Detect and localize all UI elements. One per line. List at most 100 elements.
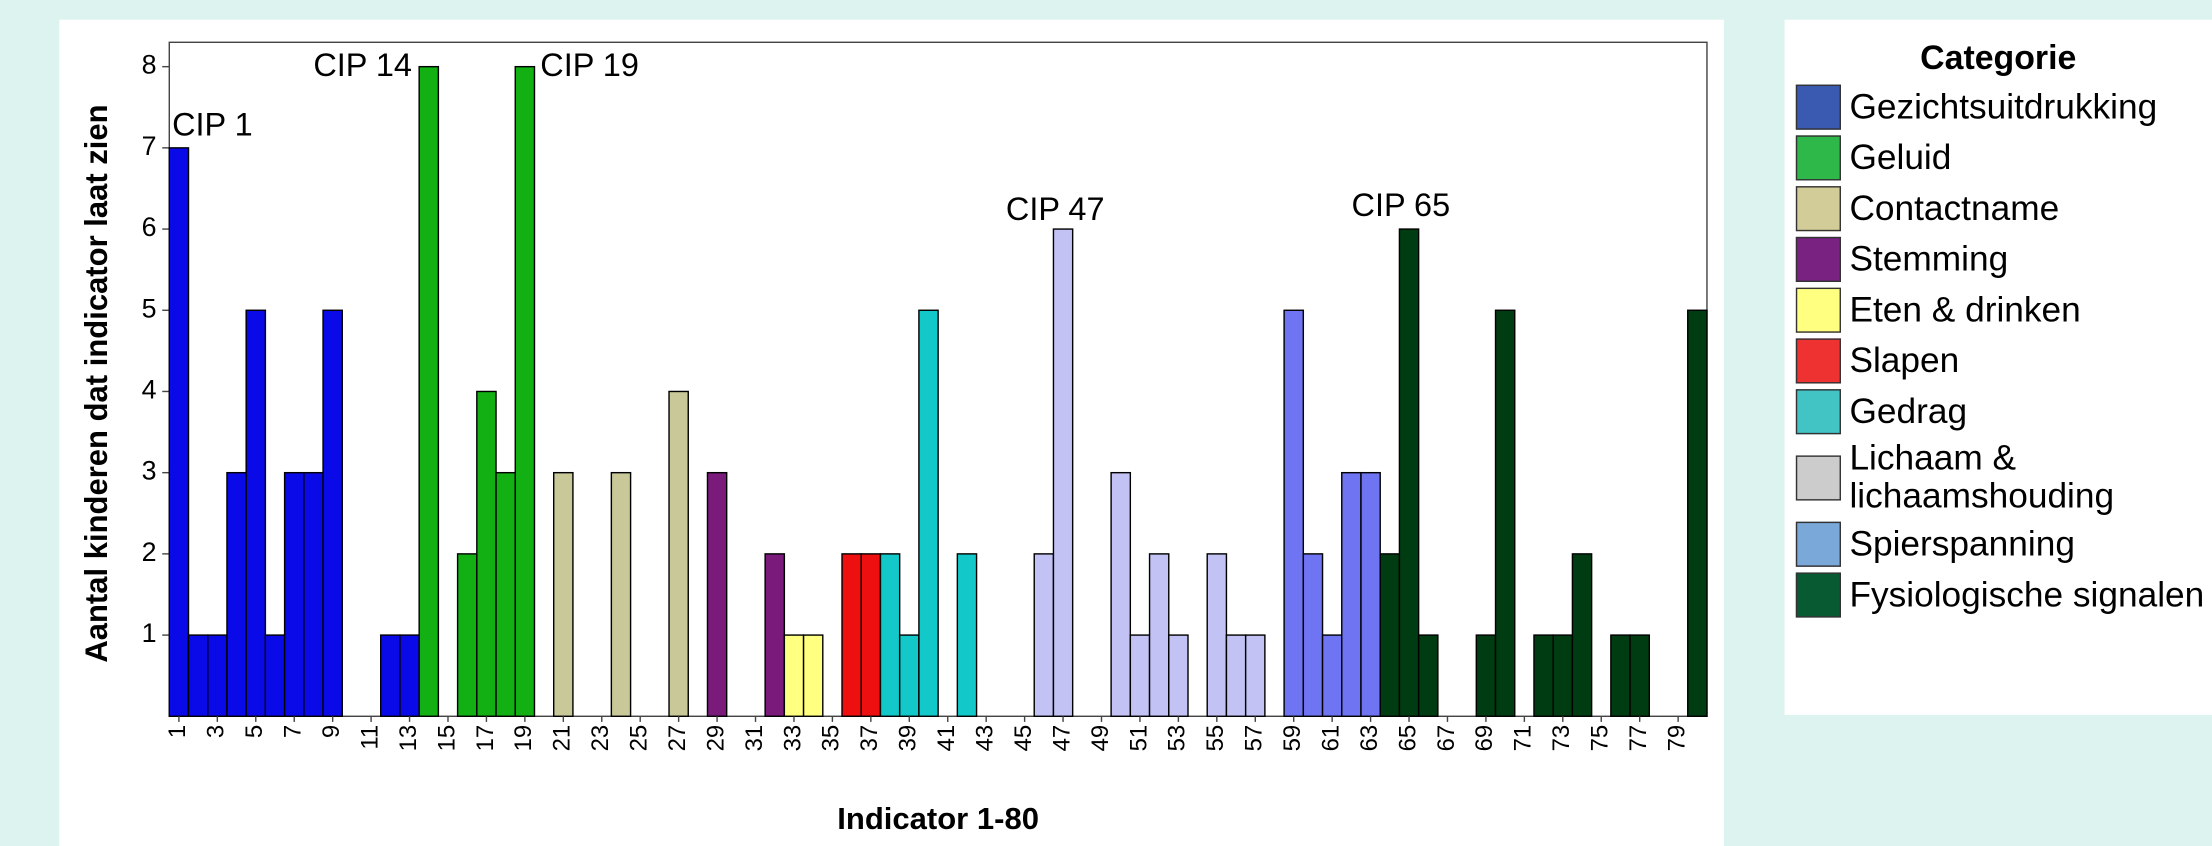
x-tick-label: 19 — [510, 725, 537, 752]
x-tick-label: 57 — [1241, 725, 1268, 752]
bar — [764, 553, 786, 717]
legend-swatch — [1795, 338, 1841, 384]
legend-label: Contactname — [1849, 188, 2060, 228]
bar — [1533, 634, 1554, 717]
bar — [706, 471, 728, 717]
x-tick-label: 77 — [1625, 725, 1652, 752]
x-tick-label: 41 — [933, 725, 960, 752]
bar — [879, 553, 901, 717]
x-tick-label: 51 — [1125, 725, 1152, 752]
x-tick-label: 47 — [1048, 725, 1075, 752]
annotation: CIP 65 — [1352, 187, 1451, 223]
legend-swatch — [1795, 84, 1841, 130]
legend-item: Fysiologische signalen — [1795, 572, 2212, 618]
x-tick-label: 5 — [241, 725, 268, 738]
x-tick-label: 37 — [856, 725, 883, 752]
bar — [1168, 634, 1189, 717]
annotation: CIP 47 — [1006, 191, 1105, 227]
bar — [187, 634, 209, 717]
x-tick-label: 73 — [1548, 725, 1575, 752]
bar — [476, 390, 497, 717]
x-tick-label: 11 — [356, 725, 383, 750]
bar — [668, 390, 689, 717]
legend-label: Fysiologische signalen — [1849, 574, 2205, 615]
legend-item: Gezichtsuitdrukking — [1795, 84, 2212, 130]
bar — [1494, 309, 1516, 717]
legend-swatch — [1795, 572, 1841, 618]
legend-label: Spierspanning — [1849, 523, 2075, 564]
bar — [1148, 553, 1170, 717]
y-tick-label: 6 — [142, 212, 157, 242]
bar — [418, 65, 440, 717]
x-tick-label: 43 — [971, 725, 998, 752]
x-tick-label: 25 — [626, 725, 653, 752]
x-tick-label: 33 — [779, 725, 806, 752]
x-tick-label: 39 — [895, 725, 922, 752]
legend-label: Gedrag — [1849, 391, 1968, 431]
bar — [1110, 471, 1132, 717]
bar — [495, 471, 516, 717]
legend-label: Gezichtsuitdrukking — [1849, 86, 2158, 127]
legend-item: Geluid — [1795, 135, 2212, 181]
bar — [245, 309, 267, 717]
x-tick-label: 9 — [318, 725, 345, 738]
x-tick-label: 7 — [280, 725, 307, 738]
x-tick-label: 21 — [549, 725, 576, 752]
legend-label: Eten & drinken — [1849, 289, 2081, 330]
legend-swatch — [1795, 186, 1841, 232]
y-tick-label: 4 — [142, 375, 157, 405]
x-tick-label: 67 — [1433, 725, 1460, 752]
legend-item: Gedrag — [1795, 389, 2212, 435]
bar — [1687, 309, 1708, 717]
bar — [168, 147, 190, 717]
bar — [1244, 634, 1266, 717]
x-axis-title: Indicator 1-80 — [837, 801, 1039, 836]
bar — [802, 634, 824, 717]
bar — [1379, 553, 1401, 717]
x-tick-label: 55 — [1202, 725, 1229, 752]
bar — [1341, 471, 1362, 717]
legend-swatch — [1795, 287, 1841, 333]
legend-swatch — [1795, 455, 1841, 501]
legend-item: Stemming — [1795, 236, 2212, 282]
bar — [1571, 553, 1593, 717]
bar — [264, 634, 286, 717]
bar — [1206, 553, 1228, 717]
bar — [1129, 634, 1151, 717]
bar — [1302, 553, 1324, 717]
x-tick-label: 29 — [702, 725, 729, 752]
x-tick-label: 69 — [1471, 725, 1498, 752]
bar — [841, 553, 862, 717]
legend-item: Spierspanning — [1795, 521, 2212, 567]
bar — [783, 634, 805, 717]
legend-swatch — [1795, 236, 1841, 282]
bar — [898, 634, 920, 717]
x-tick-label: 23 — [587, 725, 614, 752]
x-tick-label: 1 — [164, 725, 191, 738]
x-tick-label: 15 — [433, 725, 460, 752]
bar — [380, 634, 401, 717]
x-tick-label: 27 — [664, 725, 691, 752]
bar — [1225, 634, 1247, 717]
bar — [1360, 471, 1381, 717]
bar — [1610, 634, 1631, 717]
x-tick-label: 61 — [1317, 725, 1344, 752]
legend-label: Slapen — [1849, 340, 1960, 380]
bar — [1398, 228, 1420, 717]
legend-label: Stemming — [1849, 238, 2009, 279]
bar — [1283, 309, 1305, 717]
x-tick-label: 13 — [395, 725, 422, 752]
legend-title: Categorie — [1920, 39, 2077, 78]
x-tick-label: 35 — [818, 725, 845, 752]
bar — [860, 553, 882, 717]
legend-swatch — [1795, 135, 1841, 181]
x-tick-label: 45 — [1010, 725, 1037, 752]
legend-label: Lichaam & lichaamshouding — [1849, 438, 2115, 517]
bar — [1052, 228, 1074, 717]
y-tick-label: 3 — [142, 456, 157, 486]
bar — [303, 471, 324, 717]
legend-item: Eten & drinken — [1795, 287, 2212, 333]
bar — [918, 309, 939, 717]
